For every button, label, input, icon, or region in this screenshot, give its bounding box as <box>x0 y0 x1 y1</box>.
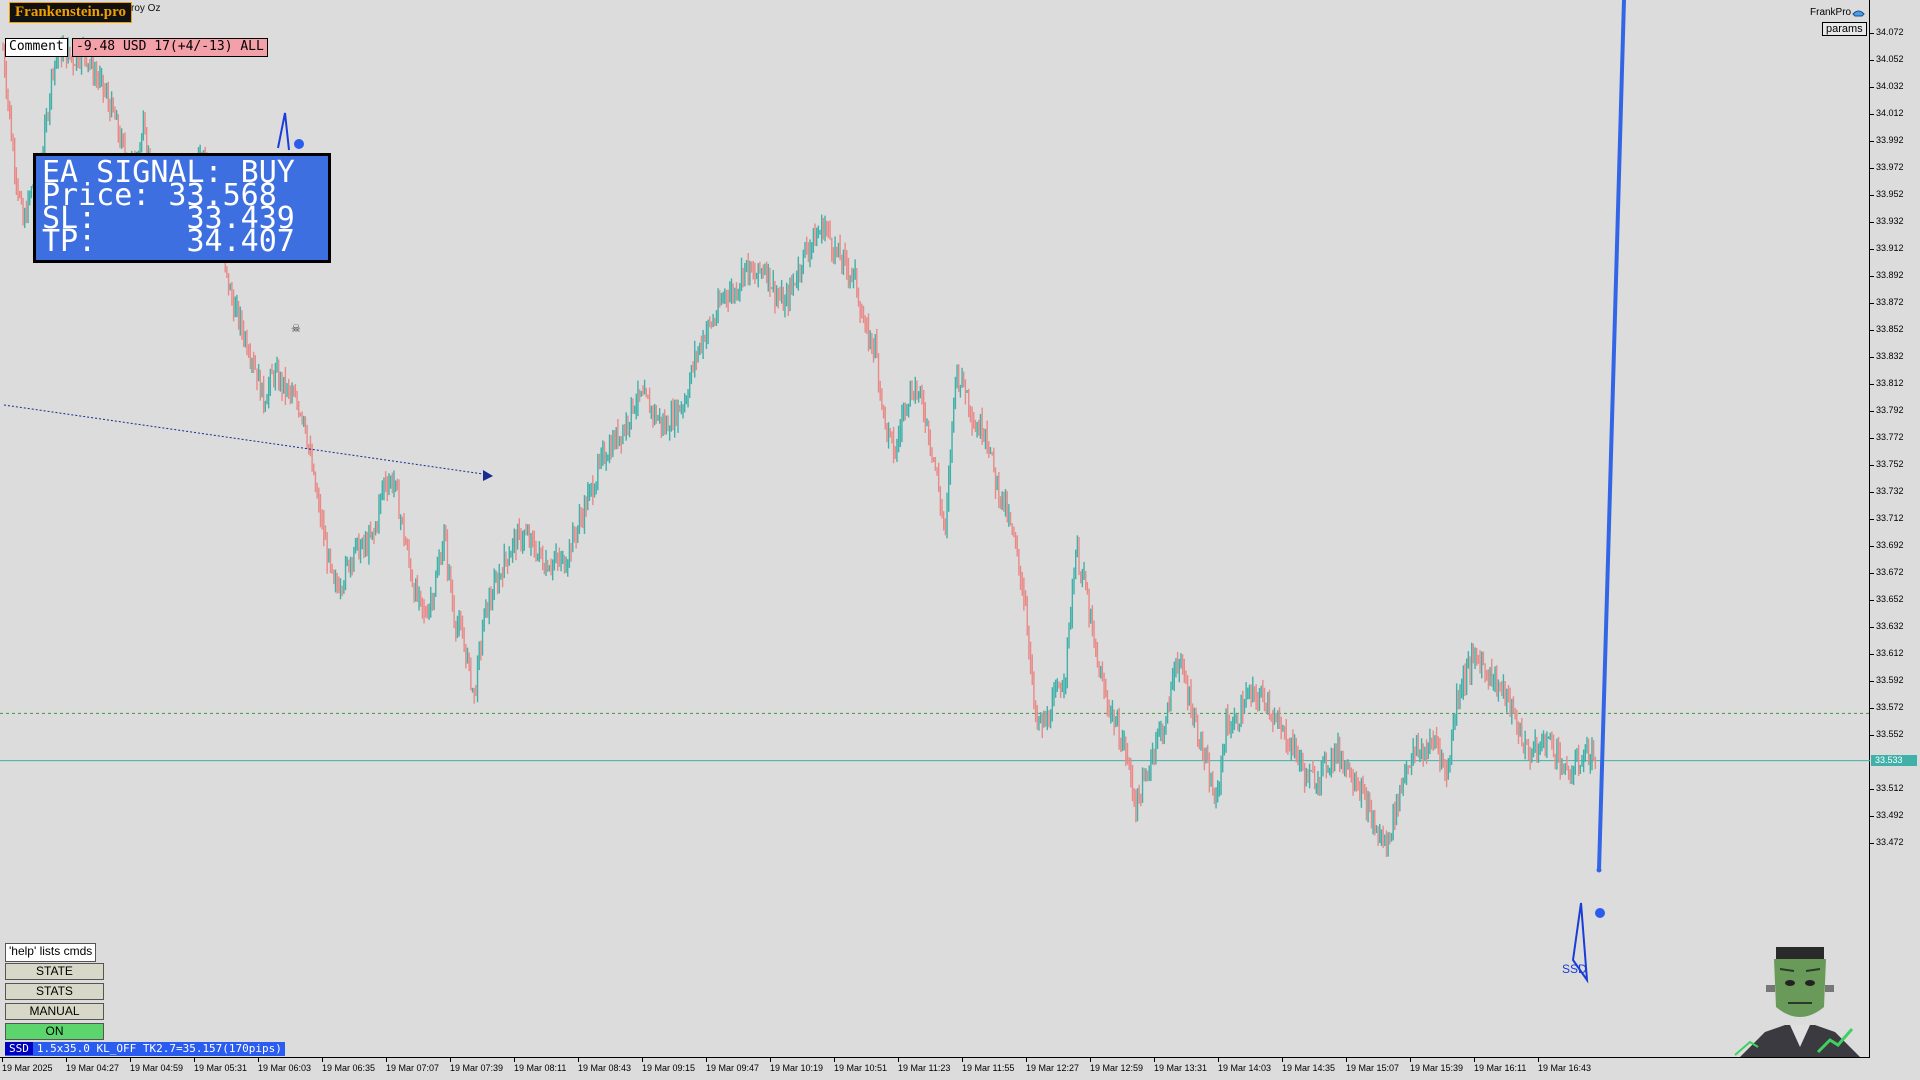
brand-logo: Frankenstein.pro <box>9 2 132 23</box>
signal-sl: SL: 33.439 <box>42 201 295 236</box>
time-tick-label: 19 Mar 14:03 <box>1218 1058 1272 1073</box>
price-tick-label: 33.872 <box>1870 297 1904 307</box>
price-tick-label: 33.552 <box>1870 729 1904 739</box>
time-tick-label: 19 Mar 07:39 <box>450 1058 504 1073</box>
price-tick-label: 33.732 <box>1870 486 1904 496</box>
time-tick-label: 19 Mar 10:19 <box>770 1058 824 1073</box>
frankenstein-avatar <box>1734 947 1860 1057</box>
time-axis: 19 Mar 2025 19 Mar 04:27 19 Mar 04:59 19 Ma… <box>0 1058 1870 1080</box>
time-tick-label: 19 Mar 2025 <box>2 1058 53 1073</box>
symbol-label: roy Oz <box>131 3 161 14</box>
time-tick-label: 19 Mar 08:43 <box>578 1058 632 1073</box>
price-tick-label: 34.032 <box>1870 81 1904 91</box>
comment-button[interactable]: Comment <box>5 38 68 57</box>
price-tick-label: 33.492 <box>1870 810 1904 820</box>
projection-start-dot <box>1596 867 1602 873</box>
take-profit-projection <box>1597 0 1626 871</box>
price-tick-label: 33.512 <box>1870 783 1904 793</box>
price-tick-label: 33.852 <box>1870 324 1904 334</box>
time-tick-label: 19 Mar 05:31 <box>194 1058 248 1073</box>
time-tick-label: 19 Mar 08:11 <box>514 1058 567 1073</box>
price-tick-label: 34.072 <box>1870 27 1904 37</box>
time-tick-label: 19 Mar 06:35 <box>322 1058 376 1073</box>
price-tick-label: 33.572 <box>1870 702 1904 712</box>
time-tick-label: 19 Mar 09:15 <box>642 1058 696 1073</box>
price-axis: 34.072 34.052 34.032 34.012 33.992 33.972 33.9… <box>1870 0 1920 1058</box>
time-tick-label: 19 Mar 13:31 <box>1154 1058 1208 1073</box>
time-tick-label: 19 Mar 16:11 <box>1474 1058 1527 1073</box>
ssd-tag: SSD <box>5 1042 33 1055</box>
price-tick-label: 33.932 <box>1870 216 1904 226</box>
price-tick-label: 33.632 <box>1870 621 1904 631</box>
manual-button[interactable]: MANUAL <box>5 1003 104 1020</box>
price-tick-label: 33.592 <box>1870 675 1904 685</box>
price-tick-label: 33.952 <box>1870 189 1904 199</box>
signal-tp: TP: 34.407 <box>42 224 295 259</box>
price-tick-label: 33.752 <box>1870 459 1904 469</box>
time-tick-label: 19 Mar 16:43 <box>1538 1058 1592 1073</box>
hat-icon <box>1852 10 1865 17</box>
price-tick-label: 33.672 <box>1870 567 1904 577</box>
pnl-badge: -9.48 USD 17(+4/-13) ALL <box>72 38 268 57</box>
help-hint: 'help' lists cmds <box>5 943 97 962</box>
time-tick-label: 19 Mar 04:27 <box>66 1058 120 1073</box>
time-tick-label: 19 Mar 12:27 <box>1026 1058 1080 1073</box>
ssd-status-text: 1.5x35.0 KL_OFF TK2.7=35.157(170pips) <box>36 1042 282 1055</box>
ssd-marker-label: SSD <box>1562 962 1587 976</box>
price-tick-label: 33.692 <box>1870 540 1904 550</box>
params-button[interactable]: params <box>1822 22 1867 36</box>
price-tick-label: 33.912 <box>1870 243 1904 253</box>
price-tick-label: 34.052 <box>1870 54 1904 64</box>
price-tick-label: 33.972 <box>1870 162 1904 172</box>
signal-trend-line <box>3 404 491 476</box>
time-tick-label: 19 Mar 10:51 <box>834 1058 888 1073</box>
time-tick-label: 19 Mar 14:35 <box>1282 1058 1336 1073</box>
chart-canvas[interactable]: ☠ <box>0 0 1870 1058</box>
ea-signal-panel: EA SIGNAL: BUY Price: 33.568 SL: 33.439 … <box>33 153 331 263</box>
current-price-tag: 33.533 <box>1871 754 1917 766</box>
time-tick-label: 19 Mar 07:07 <box>386 1058 440 1073</box>
price-tick-label: 33.472 <box>1870 837 1904 847</box>
ssd-triangle-marker <box>1571 902 1589 984</box>
price-tick-label: 33.712 <box>1870 513 1904 523</box>
entry-arrow <box>483 470 493 481</box>
ssd-status-bar: SSD 1.5x35.0 KL_OFF TK2.7=35.157(170pips) <box>5 1042 285 1056</box>
price-tick-label: 33.792 <box>1870 405 1904 415</box>
on-toggle-button[interactable]: ON <box>5 1023 104 1040</box>
time-tick-label: 19 Mar 15:07 <box>1346 1058 1400 1073</box>
skull-icon: ☠ <box>291 322 301 335</box>
price-tick-label: 33.892 <box>1870 270 1904 280</box>
frankpro-label: FrankPro <box>1810 7 1852 18</box>
price-tick-label: 33.772 <box>1870 432 1904 442</box>
price-chart[interactable]: ☠ Frankenstein.pro roy Oz Comment -9.48 … <box>0 0 1870 1058</box>
time-tick-label: 19 Mar 15:39 <box>1410 1058 1464 1073</box>
price-tick-label: 34.012 <box>1870 108 1904 118</box>
signal-price: Price: 33.568 <box>42 178 277 213</box>
price-tick-label: 33.612 <box>1870 648 1904 658</box>
time-tick-label: 19 Mar 12:59 <box>1090 1058 1144 1073</box>
state-button[interactable]: STATE <box>5 963 104 980</box>
price-tick-label: 33.652 <box>1870 594 1904 604</box>
signal-title: EA SIGNAL: BUY <box>42 155 295 190</box>
stats-button[interactable]: STATS <box>5 983 104 1000</box>
time-tick-label: 19 Mar 04:59 <box>130 1058 184 1073</box>
time-tick-label: 19 Mar 06:03 <box>258 1058 312 1073</box>
time-tick-label: 19 Mar 11:55 <box>962 1058 1015 1073</box>
price-tick-label: 33.812 <box>1870 378 1904 388</box>
time-tick-label: 19 Mar 09:47 <box>706 1058 760 1073</box>
signal-dot-marker <box>294 139 304 149</box>
ssd-dot-marker <box>1595 908 1605 918</box>
price-tick-label: 33.832 <box>1870 351 1904 361</box>
price-tick-label: 33.992 <box>1870 135 1904 145</box>
time-tick-label: 19 Mar 11:23 <box>898 1058 951 1073</box>
signal-triangle-marker <box>277 112 290 151</box>
